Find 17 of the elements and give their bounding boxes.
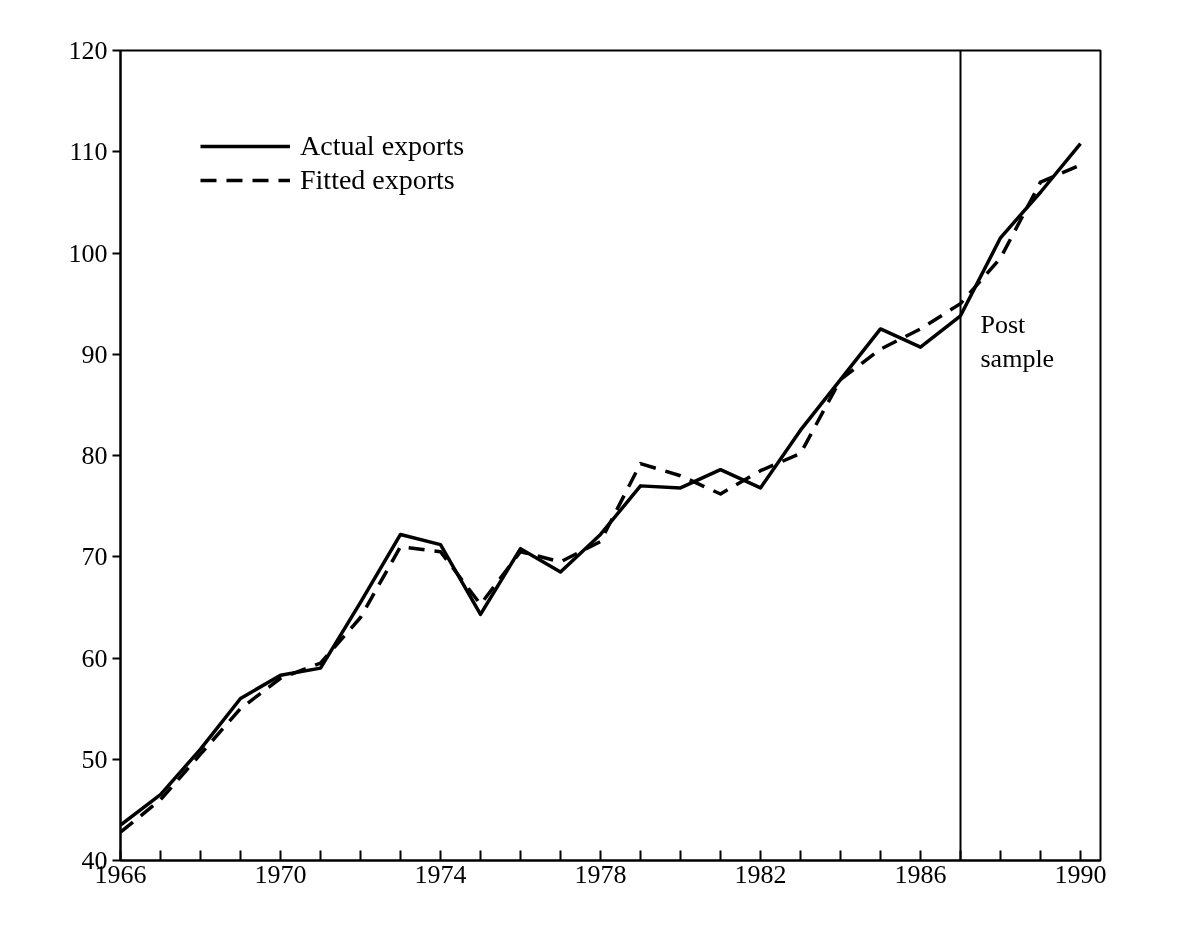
y-tick-label: 120 bbox=[68, 36, 108, 65]
y-tick-label: 90 bbox=[81, 339, 108, 369]
legend-label: Fitted exports bbox=[300, 164, 455, 196]
y-tick-label: 60 bbox=[81, 643, 108, 673]
x-tick-label: 1990 bbox=[1054, 859, 1107, 889]
x-tick-label: 1978 bbox=[574, 859, 627, 889]
y-tick-label: 80 bbox=[81, 441, 108, 470]
y-tick-label: 110 bbox=[69, 137, 108, 167]
y-tick-label: 100 bbox=[68, 238, 108, 268]
x-tick-label: 1974 bbox=[414, 859, 467, 889]
x-tick-label: 1982 bbox=[734, 859, 787, 889]
x-tick-label: 1970 bbox=[254, 859, 307, 889]
legend-label: Actual exports bbox=[300, 130, 465, 162]
y-tick-label: 50 bbox=[81, 744, 108, 774]
ref-line-label: Post sample bbox=[980, 309, 1055, 374]
x-tick-label: 1986 bbox=[894, 859, 947, 889]
y-tick-label: 70 bbox=[81, 542, 108, 572]
